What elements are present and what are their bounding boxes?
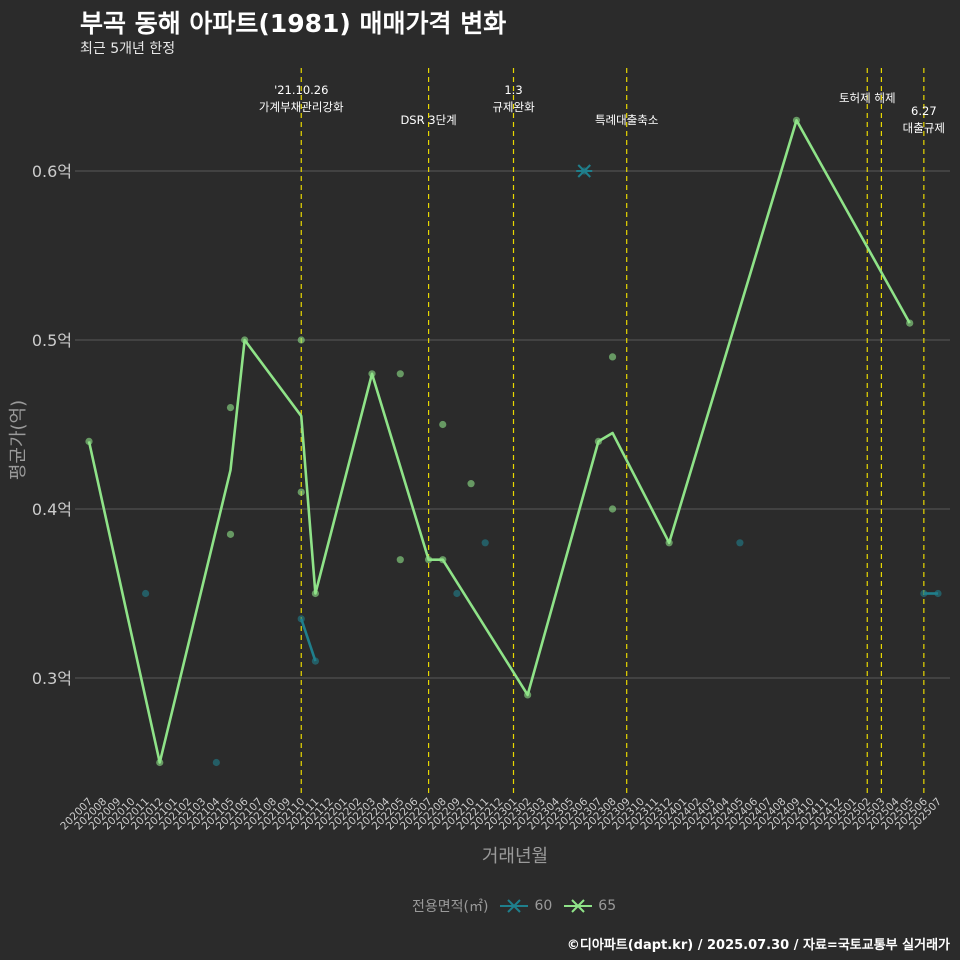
series-line-60 [300,618,317,662]
data-point-65 [396,370,404,378]
legend-key-65-icon [564,899,593,913]
series-line-65 [87,119,911,764]
data-point-65 [226,530,235,538]
y-tick-label: 0.4억 [32,500,72,519]
data-point-65 [608,505,617,513]
data-point-65 [297,488,305,496]
data-point-65 [608,353,617,361]
legend-title: 전용면적(㎡) [412,899,489,915]
y-tick-label: 0.3억 [32,669,72,688]
data-point-65 [226,404,235,412]
y-tick-label: 0.5억 [32,331,72,350]
y-tick-label: 0.6억 [32,162,72,181]
event-label: '21.10.26 [274,83,328,97]
event-label: 특례대출축소 [595,113,658,127]
data-point-65 [396,556,404,564]
event-label: 대출규제 [903,121,945,135]
event-label: 6.27 [911,104,937,118]
data-point-60 [580,167,588,175]
event-label: 규제완화 [492,100,535,114]
legend-label-60: 60 [534,898,553,914]
legend-key-60-icon [500,899,529,913]
data-point-65 [439,420,447,429]
data-point-60 [212,758,220,767]
data-point-60 [736,539,744,547]
data-point-60 [453,589,461,598]
event-label: 1.3 [504,83,522,97]
legend-item-60: 60 [500,896,552,916]
data-point-60 [481,539,489,547]
x-axis-title: 거래년월 [481,846,549,867]
y-axis-title: 평균가(억) [8,399,29,481]
chart-title: 부곡 동해 아파트(1981) 매매가격 변화 [80,9,507,38]
legend-item-65: 65 [564,896,616,916]
chart-subtitle: 최근 5개년 한정 [80,41,176,57]
source-credit: ©디아파트(dapt.kr) / 2025.07.30 / 자료=국토교통부 실… [566,938,950,953]
data-point-65 [297,336,305,344]
legend-label-65: 65 [598,898,617,914]
legend: 전용면적(㎡) 60 65 [412,896,616,916]
event-label: DSR 3단계 [400,113,456,127]
event-label: 토허제 해제 [839,91,896,105]
data-point-60 [142,589,150,598]
data-point-65 [467,480,475,488]
event-label: 가계부채관리강화 [259,100,344,114]
